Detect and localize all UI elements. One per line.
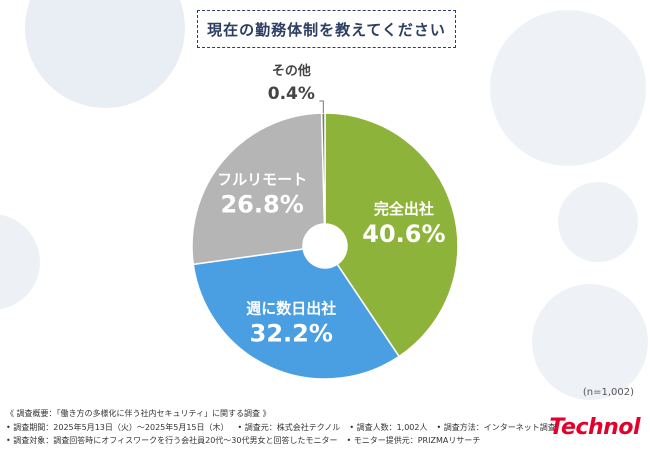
- pie-slice-4: [320, 112, 326, 225]
- pie-slice-2-value: 32.2%: [250, 319, 333, 347]
- pie-slice-2: [192, 248, 401, 380]
- pie-slice-1-label: 完全出社: [374, 200, 434, 218]
- pie-slice-1: [324, 112, 459, 358]
- pie-slice-4-leader: [319, 100, 324, 114]
- survey-target: • 調査対象：調査回答時にオフィスワークを行う会社員20代～30代男女と回答した…: [6, 436, 338, 445]
- sample-size-note: (n=1,002): [582, 387, 634, 398]
- pie-slice-2-label: 週に数日出社: [246, 299, 336, 317]
- bg-circle-top-right: [490, 10, 646, 166]
- survey-details-line: • 調査期間：2025年5月13日（火）～2025年5月15日（木） • 調査元：…: [6, 421, 565, 435]
- survey-footer: 《 調査概要：「働き方の多様化に伴う社内セキュリティ」に関する調査 》 • 調査…: [6, 407, 565, 448]
- chart-title: 現在の勤務体制を教えてください: [197, 10, 456, 48]
- pie-slice-3-label: フルリモート: [217, 171, 307, 189]
- survey-period: • 調査期間：2025年5月13日（火）～2025年5月15日（木）: [6, 422, 229, 432]
- survey-summary-line: 《 調査概要：「働き方の多様化に伴う社内セキュリティ」に関する調査 》: [6, 409, 271, 418]
- survey-org: • 調査元：株式会社テクノル: [237, 422, 341, 432]
- brand-logo: Technol: [549, 415, 640, 440]
- pie-slice-1-value: 40.6%: [362, 220, 445, 248]
- bg-circle-right: [558, 182, 638, 262]
- pie-slice-3-value: 26.8%: [220, 191, 303, 219]
- survey-target-line: • 調査対象：調査回答時にオフィスワークを行う会社員20代～30代男女と回答した…: [6, 434, 565, 448]
- survey-count: • 調査人数：1,002人: [349, 422, 428, 432]
- pie-slice-4-label: その他: [272, 63, 311, 79]
- survey-method: • 調査方法：インターネット調査: [436, 422, 556, 432]
- survey-provider: • モニター提供元：PRIZMAリサーチ: [346, 436, 481, 445]
- pie-slice-3: [191, 112, 326, 266]
- bg-circle-bottom-right: [532, 284, 648, 400]
- bg-circle-top-left: [25, 0, 185, 108]
- pie-slice-4-value: 0.4%: [268, 84, 315, 104]
- bg-circle-left: [0, 214, 40, 310]
